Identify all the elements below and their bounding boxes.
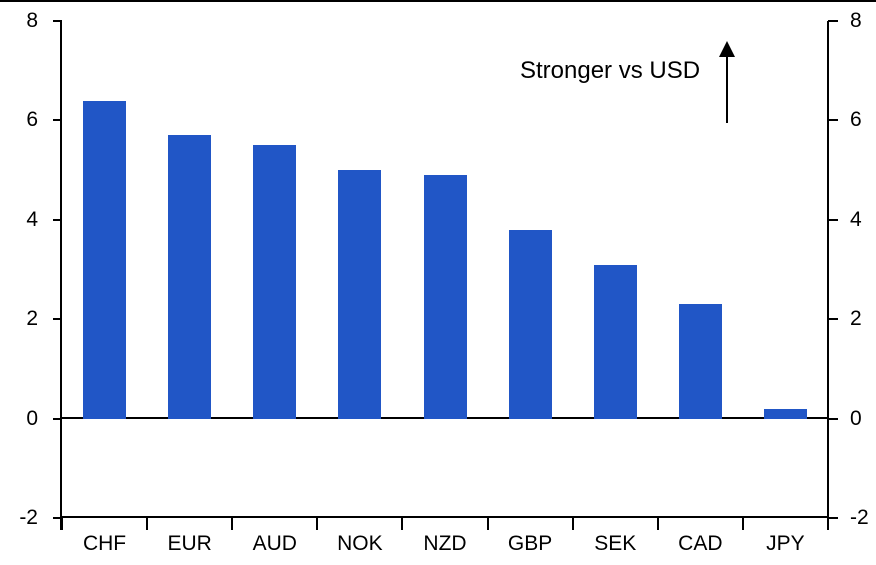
x-axis-label-SEK: SEK <box>594 532 637 555</box>
y-tick-label-right: -2 <box>850 506 869 529</box>
bar-NOK <box>338 170 382 419</box>
x-tick-mark <box>486 518 489 530</box>
x-tick-mark <box>61 518 63 530</box>
annotation-stronger-vs-usd: Stronger vs USD <box>520 57 701 84</box>
bar-NZD <box>423 175 467 419</box>
y-tick-label-left: -2 <box>19 506 38 529</box>
x-tick-mark <box>231 518 234 530</box>
y-tick-mark-left <box>53 417 62 420</box>
x-axis-label-GBP: GBP <box>507 532 553 555</box>
x-axis-label-CAD: CAD <box>678 532 723 555</box>
x-axis-label-NOK: NOK <box>337 532 383 555</box>
y-tick-label-left: 8 <box>26 9 38 32</box>
bar-SEK <box>593 264 637 419</box>
y-tick-mark-left <box>53 218 62 221</box>
y-tick-label-left: 4 <box>26 207 38 231</box>
x-tick-mark <box>827 518 829 530</box>
y-tick-mark-right <box>828 218 838 221</box>
x-axis-label-CHF: CHF <box>82 532 127 555</box>
bar-AUD <box>253 145 297 419</box>
y-tick-mark-right <box>828 517 838 519</box>
y-tick-label-left: 0 <box>26 406 38 430</box>
bar-GBP <box>508 229 552 419</box>
x-tick-mark <box>146 518 149 530</box>
y-tick-label-right: 6 <box>850 108 862 132</box>
y-tick-label-left: 2 <box>26 307 38 331</box>
x-axis-label-EUR: EUR <box>167 532 212 555</box>
x-tick-mark <box>571 518 574 530</box>
y-tick-mark-right <box>828 20 838 22</box>
x-tick-mark <box>656 518 659 530</box>
x-tick-mark <box>741 518 744 530</box>
x-tick-mark <box>401 518 404 530</box>
y-tick-mark-left <box>53 119 62 122</box>
bar-CAD <box>678 304 722 419</box>
up-arrow-icon <box>726 54 728 123</box>
bar-CHF <box>83 100 127 419</box>
x-tick-mark <box>316 518 319 530</box>
y-tick-mark-left <box>53 20 62 22</box>
y-tick-mark-right <box>828 318 838 321</box>
x-axis-label-JPY: JPY <box>766 532 805 555</box>
figure-top-border <box>0 0 876 2</box>
y-tick-label-right: 2 <box>850 307 862 331</box>
bar-JPY <box>763 408 807 419</box>
y-tick-mark-left <box>53 318 62 321</box>
y-tick-mark-left <box>53 517 62 519</box>
y-tick-mark-right <box>828 417 838 420</box>
up-arrow-head-icon <box>719 41 735 57</box>
x-axis-label-NZD: NZD <box>423 532 467 555</box>
y-tick-label-right: 0 <box>850 406 862 430</box>
x-axis-line <box>61 516 829 518</box>
bar-EUR <box>168 135 212 419</box>
y-axis-left-spine <box>60 21 62 530</box>
x-axis-label-AUD: AUD <box>252 532 297 555</box>
y-tick-label-right: 8 <box>850 9 862 32</box>
y-axis-right-spine <box>827 21 829 530</box>
y-tick-label-right: 4 <box>850 207 862 231</box>
y-tick-mark-right <box>828 119 838 122</box>
y-tick-label-left: 6 <box>26 108 38 132</box>
